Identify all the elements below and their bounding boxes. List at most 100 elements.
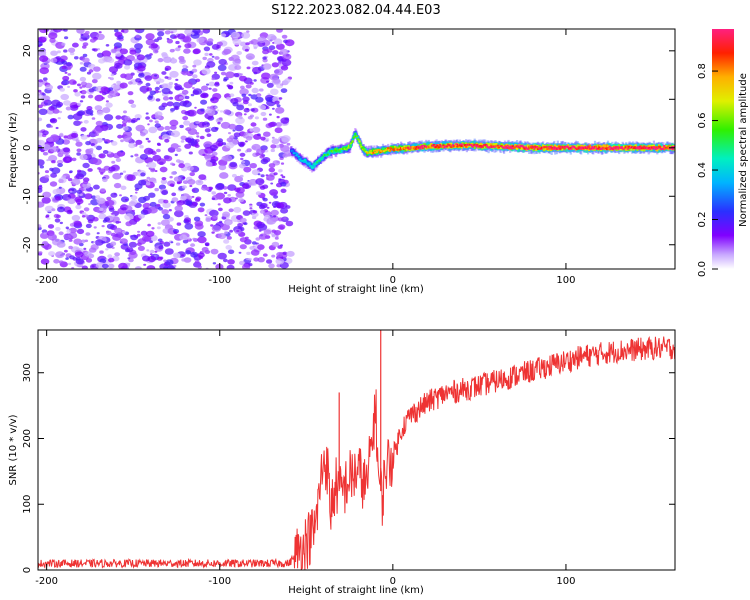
ridge-cell — [563, 147, 566, 150]
noise-blob — [77, 202, 81, 206]
noise-blob — [280, 162, 285, 165]
noise-blob — [55, 226, 61, 231]
noise-blob — [192, 29, 201, 34]
noise-blob — [157, 222, 162, 225]
noise-blob — [124, 73, 134, 80]
ridge-cell — [607, 148, 610, 150]
ridge-cell — [570, 147, 573, 150]
noise-blob — [174, 84, 183, 91]
noise-blob — [130, 119, 136, 124]
ridge-cell — [352, 137, 355, 139]
ridge-cell — [317, 160, 320, 164]
noise-blob — [194, 144, 200, 148]
ridge-cell — [417, 145, 420, 148]
noise-blob — [234, 65, 242, 70]
noise-blob — [144, 75, 153, 81]
noise-blob — [59, 221, 63, 225]
noise-blob — [74, 56, 79, 60]
noise-blob — [157, 198, 165, 204]
noise-blob — [157, 31, 165, 37]
noise-blob — [134, 266, 142, 269]
noise-blob — [172, 101, 181, 108]
noise-blob — [224, 231, 228, 235]
noise-blob — [94, 94, 104, 102]
ridge-cell — [374, 149, 378, 152]
noise-blob — [130, 155, 134, 158]
noise-blob — [137, 230, 141, 233]
noise-blob — [161, 102, 168, 108]
colorbar-ticks: 0.0 0.2 0.4 0.6 0.8 — [697, 63, 718, 277]
noise-blob — [77, 83, 81, 87]
ridge-cell — [363, 149, 366, 152]
noise-blob — [57, 117, 61, 120]
noise-blob — [154, 86, 160, 91]
ridge-cell — [375, 150, 378, 153]
noise-blob — [170, 162, 174, 166]
noise-blob — [123, 59, 133, 66]
noise-blob — [244, 48, 249, 52]
noise-blob — [250, 122, 257, 127]
noise-blob — [173, 231, 178, 235]
ridge-cell — [510, 147, 513, 150]
noise-blob — [265, 97, 273, 102]
noise-blob — [183, 81, 193, 89]
noise-blob — [201, 85, 209, 91]
noise-blob — [177, 45, 182, 48]
ridge-cell — [322, 155, 325, 158]
noise-blob — [140, 132, 146, 137]
noise-blob — [90, 143, 95, 147]
noise-blob — [67, 73, 72, 76]
noise-blob — [161, 87, 171, 95]
noise-blob — [187, 109, 197, 117]
noise-blob — [229, 229, 234, 233]
noise-blob — [243, 222, 248, 226]
noise-blob — [59, 132, 64, 136]
noise-blob — [239, 88, 249, 96]
noise-blob — [105, 44, 110, 47]
ridge-cell — [448, 144, 451, 146]
noise-blob — [147, 140, 151, 143]
ridge-cell — [427, 145, 430, 148]
noise-blob — [223, 258, 228, 263]
ridge-cell — [320, 158, 323, 161]
noise-blob — [203, 29, 208, 32]
noise-blob — [52, 29, 63, 33]
noise-blob — [259, 209, 266, 214]
ridge-cell — [328, 152, 331, 156]
noise-blob — [211, 44, 220, 50]
noise-blob — [246, 108, 250, 111]
ridge-cell — [435, 144, 438, 146]
ridge-cell — [308, 162, 311, 165]
noise-blob — [94, 239, 104, 246]
noise-blob — [96, 197, 106, 204]
noise-blob — [179, 96, 184, 100]
noise-blob — [262, 56, 267, 60]
noise-blob — [169, 119, 179, 127]
ridge-cell — [598, 146, 601, 149]
noise-blob — [266, 34, 277, 41]
noise-blob — [255, 191, 262, 196]
ridge-cell — [485, 144, 488, 147]
noise-blob — [263, 229, 272, 235]
noise-blob — [62, 139, 70, 145]
ridge-cell — [664, 146, 668, 149]
noise-blob — [217, 138, 224, 143]
noise-blob — [253, 133, 262, 140]
ridge-cell — [548, 147, 552, 150]
noise-blob — [67, 85, 70, 88]
ridge-cell — [291, 150, 295, 153]
noise-blob — [145, 116, 151, 120]
noise-blob — [195, 179, 204, 186]
ridge-cell — [500, 145, 503, 147]
noise-blob — [174, 153, 178, 157]
noise-blob — [156, 29, 165, 33]
ridge-cell — [533, 147, 536, 150]
noise-blob — [262, 49, 270, 55]
ridge-cell — [303, 160, 306, 163]
noise-blob — [61, 60, 68, 65]
ridge-cell — [332, 150, 335, 153]
ridge-cell — [471, 145, 475, 148]
noise-blob — [162, 202, 171, 209]
noise-blob — [79, 193, 83, 196]
noise-blob — [115, 221, 120, 224]
